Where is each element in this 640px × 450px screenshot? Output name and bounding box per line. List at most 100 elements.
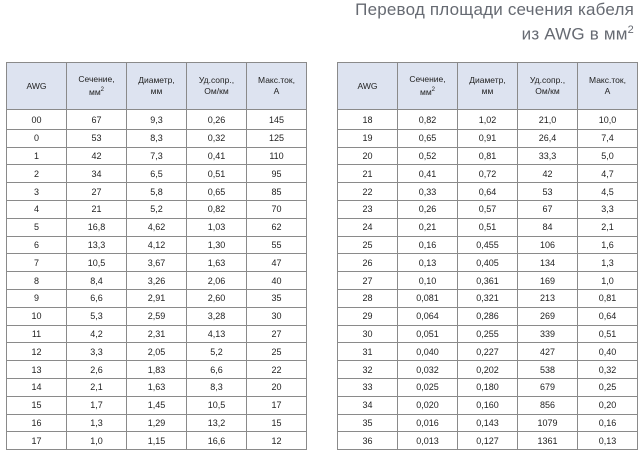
cell-resistance: 33,3 [517,146,578,166]
cell-current: 7,4 [577,128,638,148]
cell-awg: 6 [6,235,67,255]
header-current: Макс.ток, А [246,62,307,110]
cell-current: 10,0 [577,109,638,130]
cell-resistance: 21,0 [517,109,578,130]
cell-diameter: 1,45 [126,395,187,415]
cell-diameter: 8,3 [126,128,187,148]
cell-section: 0,051 [397,324,458,344]
cell-diameter: 0,227 [457,342,518,362]
table-row: 28 0,081 0,321 213 0,81 [337,288,638,308]
header-current-unit: А [273,86,280,96]
cell-resistance: 269 [517,306,578,326]
cell-awg: 24 [337,217,398,237]
cell-resistance: 538 [517,360,578,379]
cell-diameter: 5,2 [126,199,187,219]
cell-section: 0,040 [397,342,458,362]
cell-awg: 13 [6,360,67,379]
header-section: Сечение, мм2 [66,62,127,110]
header-diameter-label: Диаметр, [469,75,506,85]
cell-diameter: 1,15 [126,431,187,450]
cell-resistance: 0,65 [186,182,247,201]
cell-resistance: 3,28 [186,306,247,326]
header-resistance-label: Уд.сопр., [198,75,235,85]
cell-awg: 36 [337,431,398,450]
cell-current: 35 [246,288,307,308]
table-row: 19 0,65 0,91 26,4 7,4 [337,128,638,148]
cell-diameter: 0,51 [457,217,518,237]
cell-current: 1,6 [577,235,638,255]
table-row: 13 2,6 1,83 6,6 22 [6,360,307,379]
cell-awg: 3 [6,182,67,201]
cell-section: 0,081 [397,288,458,308]
cell-current: 0,20 [577,395,638,415]
cell-diameter: 3,67 [126,253,187,273]
cell-diameter: 0,57 [457,199,518,219]
cell-resistance: 10,5 [186,395,247,415]
cell-current: 0,32 [577,360,638,379]
table-row: 20 0,52 0,81 33,3 5,0 [337,146,638,166]
cell-section: 4,2 [66,324,127,344]
cell-awg: 27 [337,271,398,290]
cell-section: 0,020 [397,395,458,415]
cell-diameter: 0,143 [457,413,518,433]
cell-diameter: 0,160 [457,395,518,415]
cell-current: 47 [246,253,307,273]
cell-section: 0,65 [397,128,458,148]
cell-awg: 26 [337,253,398,273]
cell-section: 21 [66,199,127,219]
cell-diameter: 0,180 [457,377,518,397]
cell-current: 3,3 [577,199,638,219]
table-row: 2 34 6,5 0,51 95 [6,164,307,184]
cell-diameter: 3,26 [126,271,187,290]
cell-diameter: 1,63 [126,377,187,397]
page-title: Перевод площади сечения кабеля из AWG в … [355,0,634,45]
table-row: 6 13,3 4,12 1,30 55 [6,235,307,255]
cell-resistance: 1361 [517,431,578,450]
cell-resistance: 2,06 [186,271,247,290]
cell-resistance: 1,30 [186,235,247,255]
cell-section: 0,82 [397,109,458,130]
table-row: 1 42 7,3 0,41 110 [6,146,307,166]
cell-resistance: 1,63 [186,253,247,273]
cell-current: 20 [246,377,307,397]
cell-awg: 29 [337,306,398,326]
cell-section: 67 [66,109,127,130]
cell-section: 13,3 [66,235,127,255]
cell-section: 2,1 [66,377,127,397]
cell-resistance: 84 [517,217,578,237]
cell-section: 53 [66,128,127,148]
header-awg: AWG [337,62,398,110]
cell-current: 2,1 [577,217,638,237]
cell-diameter: 2,91 [126,288,187,308]
cell-section: 0,064 [397,306,458,326]
cell-section: 0,032 [397,360,458,379]
header-diameter: Диаметр, мм [457,62,518,110]
cell-current: 62 [246,217,307,237]
cell-current: 0,25 [577,377,638,397]
table-row: 14 2,1 1,63 8,3 20 [6,377,307,397]
table-row: 21 0,41 0,72 42 4,7 [337,164,638,184]
cell-diameter: 0,405 [457,253,518,273]
header-diameter-unit: мм [150,86,163,96]
title-superscript: 2 [627,24,634,36]
cell-diameter: 0,286 [457,306,518,326]
cell-current: 1,3 [577,253,638,273]
cell-current: 17 [246,395,307,415]
header-awg: AWG [6,62,67,110]
cell-diameter: 0,255 [457,324,518,344]
cell-diameter: 1,83 [126,360,187,379]
table-row: 31 0,040 0,227 427 0,40 [337,342,638,362]
cell-section: 5,3 [66,306,127,326]
cell-resistance: 6,6 [186,360,247,379]
cell-section: 34 [66,164,127,184]
header-current: Макс.ток, А [577,62,638,110]
table-row: 16 1,3 1,29 13,2 15 [6,413,307,433]
cell-current: 0,64 [577,306,638,326]
cell-resistance: 53 [517,182,578,201]
cell-awg: 7 [6,253,67,273]
cell-section: 0,016 [397,413,458,433]
cell-awg: 9 [6,288,67,308]
cell-section: 2,6 [66,360,127,379]
cell-diameter: 4,62 [126,217,187,237]
cell-awg: 00 [6,109,67,130]
